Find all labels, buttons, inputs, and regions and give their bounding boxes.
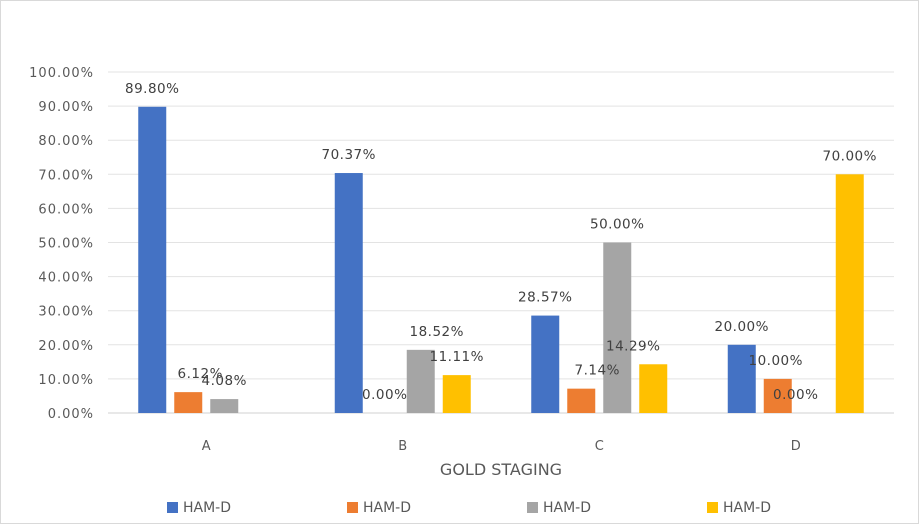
- data-label: 10.00%: [749, 353, 803, 369]
- bar-a-series-2: [174, 392, 203, 413]
- data-label: 11.11%: [430, 349, 484, 365]
- data-label: 0.00%: [773, 387, 818, 403]
- y-tick-label: 50.00%: [38, 237, 94, 252]
- legend-swatch: [167, 502, 178, 513]
- data-label: 70.37%: [322, 147, 376, 163]
- bar-a-series-1: [138, 106, 167, 414]
- bar-b-series-4: [442, 375, 471, 413]
- bar-c-series-1: [531, 315, 560, 413]
- y-tick-label: 100.00%: [29, 66, 94, 81]
- legend-swatch: [527, 502, 538, 513]
- data-label: 50.00%: [590, 217, 644, 233]
- bar-d-series-4: [835, 174, 864, 413]
- x-tick-label: B: [398, 439, 407, 454]
- bar-c-series-4: [639, 364, 668, 413]
- y-tick-label: 40.00%: [38, 271, 94, 286]
- legend-label: HAM-D: [723, 500, 771, 516]
- y-tick-label: 90.00%: [38, 100, 94, 115]
- y-tick-label: 0.00%: [48, 407, 94, 422]
- data-label: 89.80%: [125, 81, 179, 97]
- data-label: 28.57%: [518, 290, 572, 306]
- legend-swatch: [707, 502, 718, 513]
- legend-label: HAM-D: [183, 500, 231, 516]
- bar-c-series-2: [567, 388, 596, 413]
- bar-b-series-1: [334, 173, 363, 413]
- data-label: 20.00%: [715, 319, 769, 335]
- data-labels: 89.80% 6.12%4.08% 70.37% 0.00% 18.52% 11.11% 2…: [125, 81, 877, 403]
- y-tick-label: 10.00%: [38, 373, 94, 388]
- x-axis: A B C D: [202, 439, 801, 454]
- y-tick-label: 80.00%: [38, 134, 94, 149]
- bar-a-series-3: [210, 399, 239, 413]
- data-label: 18.52%: [410, 324, 464, 340]
- legend-label: HAM-D: [363, 500, 411, 516]
- data-label: 0.00%: [362, 387, 407, 403]
- legend: HAM-D HAM-D HAM-D HAM-D: [167, 500, 771, 516]
- legend-label: HAM-D: [543, 500, 591, 516]
- data-label: 6.12%: [178, 366, 223, 382]
- x-tick-label: D: [791, 439, 801, 454]
- bars: [138, 106, 864, 414]
- y-tick-label: 30.00%: [38, 305, 94, 320]
- data-label: 70.00%: [823, 148, 877, 164]
- gridlines: [108, 71, 894, 414]
- x-tick-label: C: [595, 439, 604, 454]
- bar-c-series-3: [603, 242, 632, 413]
- data-label: 14.29%: [606, 338, 660, 354]
- y-axis-ticks: 0.00% 10.00% 20.00% 30.00% 40.00% 50.00% 60.00…: [29, 66, 94, 422]
- y-tick-label: 20.00%: [38, 339, 94, 354]
- y-tick-label: 60.00%: [38, 202, 94, 217]
- bar-b-series-3: [406, 349, 435, 413]
- data-label: 4.08%: [202, 373, 247, 389]
- x-tick-label: A: [202, 439, 211, 454]
- bar-d-series-2: [763, 378, 792, 413]
- x-axis-title: GOLD STAGING: [440, 460, 562, 479]
- legend-swatch: [347, 502, 358, 513]
- y-tick-label: 70.00%: [38, 168, 94, 183]
- bar-d-series-1: [727, 344, 756, 413]
- data-label: 7.14%: [575, 363, 620, 379]
